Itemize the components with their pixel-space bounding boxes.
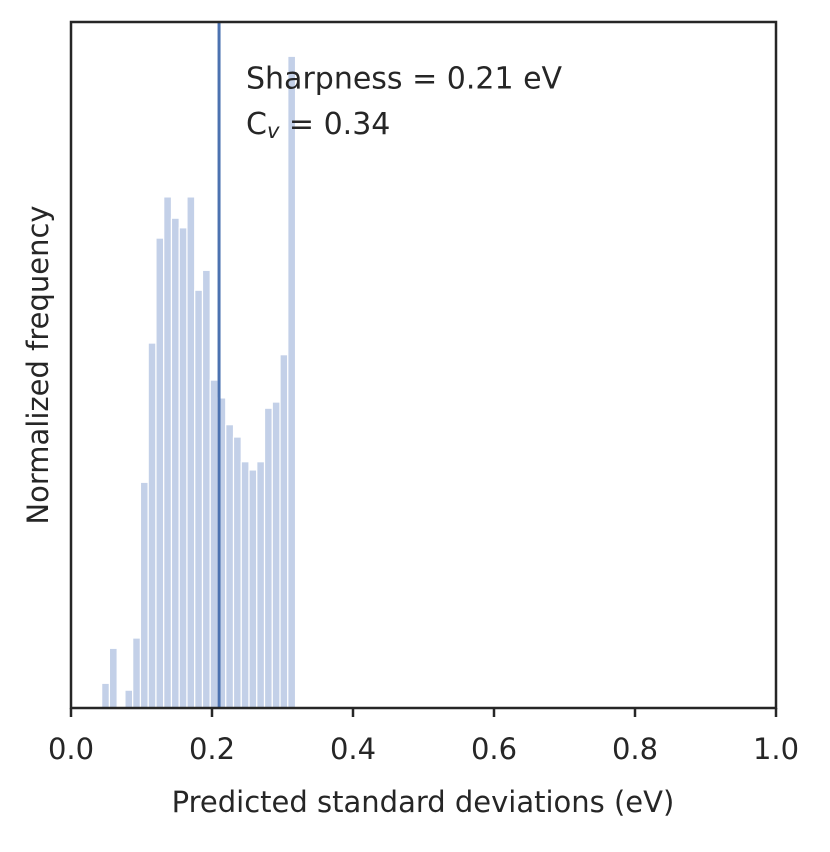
bar xyxy=(287,55,297,709)
bar xyxy=(186,196,196,709)
annotation: Cv = 0.34 xyxy=(246,107,390,144)
x-tick-label: 0.2 xyxy=(189,732,235,766)
bar xyxy=(170,217,180,709)
bar xyxy=(124,689,134,709)
bar xyxy=(147,342,157,709)
bar xyxy=(232,436,242,709)
bar xyxy=(155,237,165,709)
bar xyxy=(201,269,211,709)
annotation-part: C xyxy=(246,107,267,142)
x-axis-label: Predicted standard deviations (eV) xyxy=(172,785,675,819)
y-axis-label: Normalized frequency xyxy=(21,205,55,524)
x-tick-label: 1.0 xyxy=(753,732,799,766)
x-tick-label: 0.6 xyxy=(471,732,517,766)
bar xyxy=(108,647,118,709)
bar xyxy=(248,469,258,709)
annotation: Sharpness = 0.21 eV xyxy=(246,62,563,97)
bar xyxy=(194,289,204,709)
bar xyxy=(263,407,273,709)
plot-frame xyxy=(69,20,778,710)
annotation-sub: v xyxy=(267,119,280,143)
x-tick-label: 0.8 xyxy=(612,732,658,766)
bar xyxy=(139,481,149,709)
bar xyxy=(101,682,111,709)
bar xyxy=(132,637,142,709)
bar xyxy=(178,227,188,709)
x-tick-label: 0.4 xyxy=(330,732,376,766)
bar xyxy=(209,379,219,709)
bar xyxy=(225,424,235,709)
x-tick-label: 0.0 xyxy=(48,732,94,766)
bar xyxy=(240,461,250,709)
bar xyxy=(163,196,173,709)
annotation-part: = 0.34 xyxy=(279,107,390,142)
bar xyxy=(271,401,281,709)
bar xyxy=(256,461,266,709)
bar xyxy=(279,354,289,709)
